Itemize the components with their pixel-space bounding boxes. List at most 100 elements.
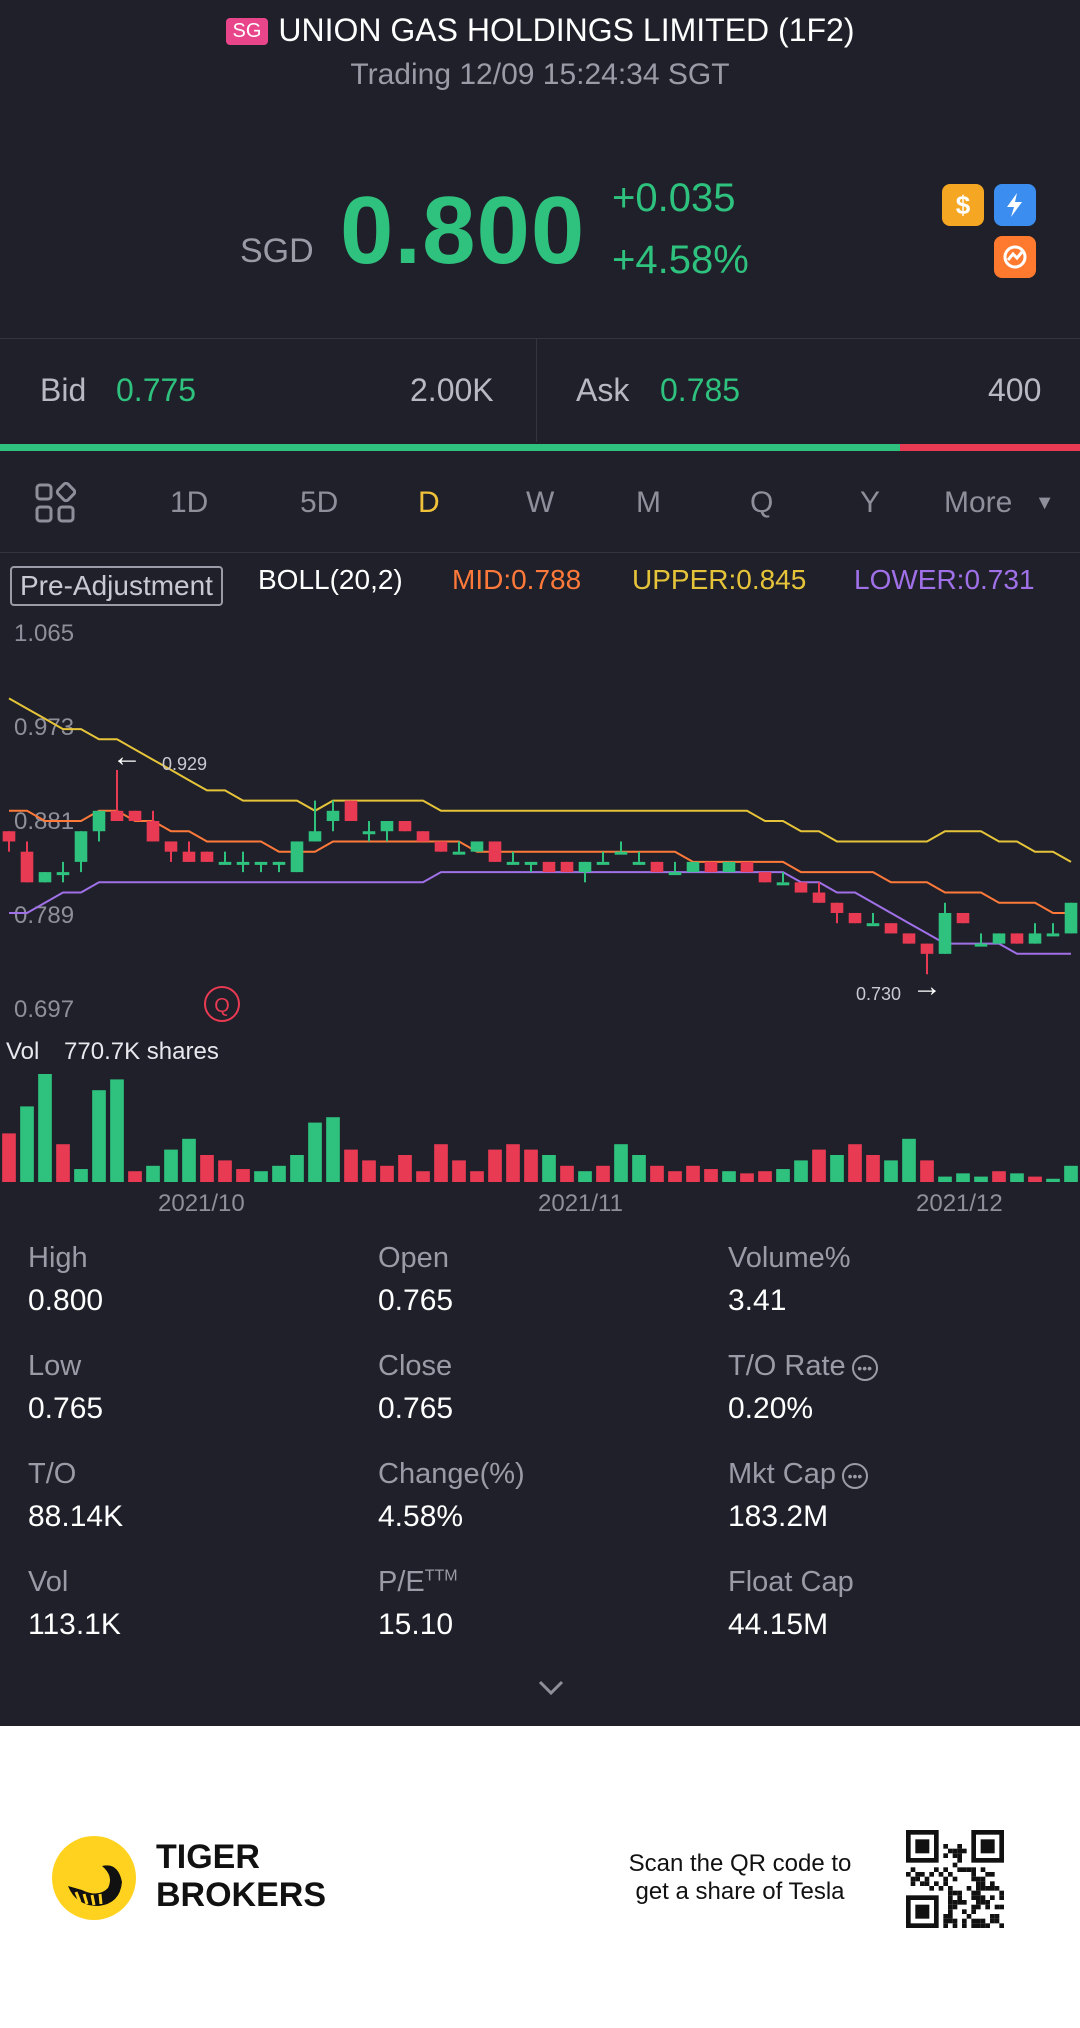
y-tick-label: 0.697 xyxy=(14,996,75,1023)
qr-module xyxy=(943,1876,948,1882)
stat-value-vol: 113.1K xyxy=(28,1608,121,1641)
volume-bar xyxy=(308,1122,322,1182)
ask-price: 0.785 xyxy=(660,372,741,408)
brand-name: TIGER BROKERS xyxy=(156,1838,326,1914)
stock-name: UNION GAS HOLDINGS LIMITED (1F2) xyxy=(278,12,855,48)
candlestick-chart[interactable] xyxy=(0,620,1080,1040)
bid-size: 2.00K xyxy=(410,372,494,408)
qr-module xyxy=(957,1848,962,1854)
more-info-icon[interactable]: ••• xyxy=(841,1463,868,1489)
qr-module xyxy=(943,1844,948,1849)
stat-label-pe-sup: TTM xyxy=(424,1567,458,1585)
candle xyxy=(56,872,70,876)
qr-module xyxy=(924,1881,930,1886)
candle xyxy=(200,851,214,862)
tab-w[interactable]: W xyxy=(526,486,555,519)
qr-module xyxy=(990,1872,995,1877)
stat-label-pe: P/E xyxy=(378,1566,425,1598)
candle xyxy=(956,912,970,924)
qr-module xyxy=(962,1867,967,1872)
volume-bar xyxy=(848,1144,862,1182)
candle xyxy=(218,861,232,865)
qr-module xyxy=(971,1872,976,1877)
candle xyxy=(272,861,286,865)
more-info-icon[interactable]: ••• xyxy=(851,1355,878,1381)
chevron-down-icon: ▼ xyxy=(1034,492,1055,514)
chevron-down-icon[interactable] xyxy=(536,1676,566,1700)
candle xyxy=(128,810,142,822)
qr-module xyxy=(971,1876,976,1882)
arrow-left-icon: ← xyxy=(112,740,142,773)
high-marker-label: 0.929 xyxy=(162,754,208,774)
flash-icon[interactable] xyxy=(994,184,1036,226)
candle xyxy=(470,841,484,852)
tab-y[interactable]: Y xyxy=(860,486,881,519)
dollar-coin-icon[interactable]: $ xyxy=(942,184,984,226)
candle xyxy=(686,861,700,873)
qr-module xyxy=(999,1895,1004,1900)
qr-module xyxy=(976,1900,981,1905)
candle xyxy=(992,933,1006,944)
qr-module xyxy=(920,1872,925,1877)
indicator-grid-icon[interactable] xyxy=(34,481,77,524)
stock-title: SG UNION GAS HOLDINGS LIMITED (1F2) xyxy=(0,12,1080,49)
volume-bar xyxy=(200,1155,214,1182)
candle xyxy=(776,882,790,886)
tab-5d[interactable]: 5D xyxy=(300,486,339,519)
candle xyxy=(308,831,322,842)
qr-module xyxy=(962,1918,967,1924)
qr-module xyxy=(985,1904,990,1910)
qr-module xyxy=(962,1923,967,1928)
boll-label[interactable]: BOLL(20,2) xyxy=(258,564,403,595)
qr-module xyxy=(980,1923,986,1928)
qr-module xyxy=(948,1890,953,1896)
volume-bar xyxy=(470,1171,484,1182)
tab-d[interactable]: D xyxy=(418,486,440,519)
volume-bar xyxy=(254,1171,268,1182)
candle xyxy=(416,831,430,842)
volume-bar xyxy=(1028,1176,1042,1182)
candle xyxy=(1028,933,1042,944)
trading-status: Trading 12/09 15:24:34 SGT xyxy=(350,58,730,91)
tab-m[interactable]: M xyxy=(636,486,661,519)
candle xyxy=(740,861,754,873)
tab-more[interactable]: More ▼ xyxy=(944,486,1055,520)
boll-upper-value: UPPER:0.845 xyxy=(632,564,807,595)
tiger-brokers-logo xyxy=(52,1836,136,1920)
volume-bar xyxy=(866,1155,880,1182)
qr-module xyxy=(929,1886,934,1891)
qr-module xyxy=(957,1890,962,1896)
qr-code[interactable] xyxy=(906,1830,1004,1928)
tab-1d[interactable]: 1D xyxy=(170,486,209,519)
volume-bar xyxy=(722,1171,736,1182)
stat-label-open: Open xyxy=(378,1242,449,1274)
boll-lower-value: LOWER:0.731 xyxy=(854,564,1035,595)
qr-module xyxy=(980,1886,986,1891)
last-price: 0.800 xyxy=(340,177,586,284)
tab-q[interactable]: Q xyxy=(750,486,774,519)
volume-chart[interactable] xyxy=(0,1070,1080,1182)
qr-module xyxy=(952,1923,958,1928)
stat-label-mkt-cap: Mkt Cap xyxy=(728,1458,836,1490)
volume-bar xyxy=(1064,1165,1078,1182)
candle xyxy=(578,861,592,873)
pre-adjustment-toggle[interactable]: Pre-Adjustment xyxy=(10,566,223,606)
qr-module xyxy=(976,1876,981,1882)
candle xyxy=(398,821,412,832)
qr-finder xyxy=(915,1839,930,1854)
orange-badge-icon[interactable] xyxy=(994,236,1036,278)
volume-bar xyxy=(776,1169,790,1182)
qr-module xyxy=(929,1872,934,1877)
y-tick-label: 0.789 xyxy=(14,902,75,929)
qr-module xyxy=(910,1867,916,1872)
qr-module xyxy=(976,1904,981,1910)
candle xyxy=(236,861,250,865)
stat-label-float-cap: Float Cap xyxy=(728,1566,854,1598)
earnings-event-marker[interactable]: Q xyxy=(204,986,240,1022)
qr-module xyxy=(952,1918,958,1924)
qr-module xyxy=(952,1876,958,1882)
candle xyxy=(2,831,16,842)
volume-bar xyxy=(164,1149,178,1182)
qr-module xyxy=(985,1886,990,1891)
volume-bar xyxy=(488,1149,502,1182)
